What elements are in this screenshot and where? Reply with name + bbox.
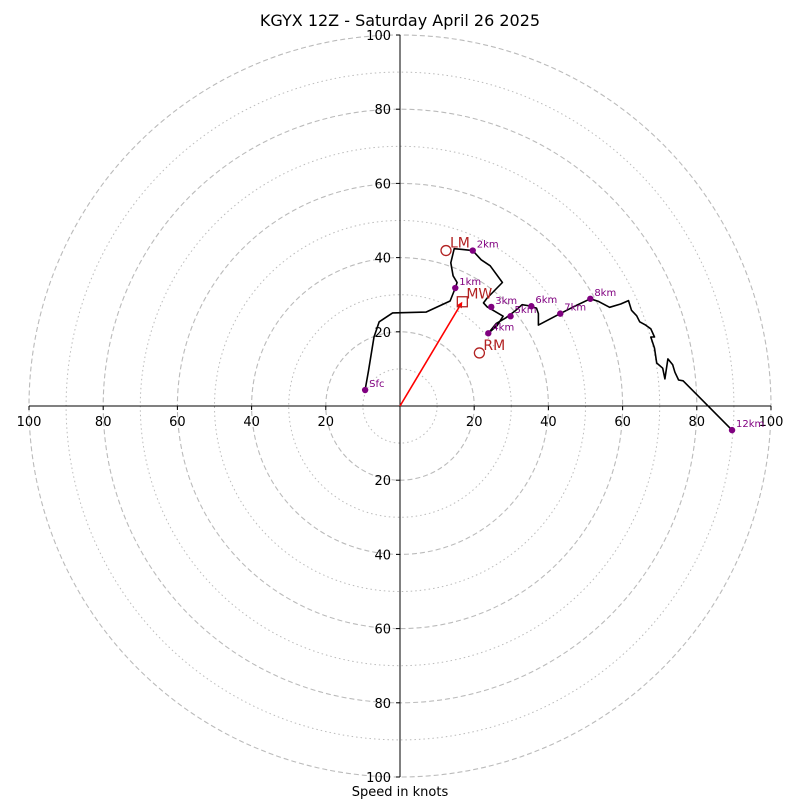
y-tick-label: 20 [374, 326, 391, 341]
height-marker-label: 6km [535, 295, 557, 306]
height-marker-dot [452, 284, 459, 292]
x-tick-label: 80 [95, 415, 112, 430]
x-tick-label: 20 [466, 415, 483, 430]
height-marker-label: 7km [564, 303, 586, 314]
hodograph-trace [364, 247, 733, 431]
y-tick-label: 20 [374, 474, 391, 489]
height-marker-label: 2km [477, 240, 499, 251]
x-tick-label: 40 [243, 415, 260, 430]
y-tick-label: 100 [366, 771, 391, 786]
height-marker-label: 3km [495, 296, 517, 307]
height-marker-dot [488, 303, 495, 311]
y-tick-label: 40 [374, 252, 391, 267]
x-tick-label: 40 [540, 415, 557, 430]
storm-motion-circle-marker [473, 347, 486, 359]
x-tick-label: 20 [318, 415, 335, 430]
hodograph-trace-group [364, 247, 733, 431]
x-tick-label: 60 [614, 415, 631, 430]
x-axis-label: Speed in knots [352, 785, 449, 800]
height-marker-dot [485, 330, 492, 337]
y-tick-label: 60 [374, 623, 391, 638]
y-tick-label: 40 [374, 548, 391, 563]
y-tick-label: 60 [374, 177, 391, 192]
height-marker-dot [469, 247, 476, 254]
height-marker-label: 12km [736, 419, 764, 430]
height-marker-dot [728, 426, 736, 434]
x-tick-label: 60 [169, 415, 186, 430]
storm-motion-circle-marker [440, 244, 452, 257]
storm-motion-label: RM [483, 338, 505, 354]
x-tick-label: 100 [17, 415, 42, 430]
storm-motion-group: LM MW RM [440, 236, 505, 359]
height-marker-label: 8km [594, 288, 616, 299]
chart-title: KGYX 12Z - Saturday April 26 2025 [260, 11, 540, 30]
y-tick-label: 80 [374, 697, 391, 712]
mean-wind-vector-group [399, 301, 463, 407]
height-marker-dot [361, 386, 369, 394]
y-tick-label: 80 [374, 103, 391, 118]
storm-motion-label: MW [466, 287, 492, 303]
x-tick-label: 80 [689, 415, 706, 430]
height-marker-dot [587, 295, 594, 302]
height-marker-dot [507, 313, 514, 320]
x-tick-labels: 100 80 60 40 20 20 40 60 80 100 [17, 406, 784, 430]
x-tick-label: 100 [759, 415, 784, 430]
height-marker-label: 1km [459, 277, 481, 288]
storm-motion-label: LM [450, 236, 470, 252]
y-tick-label: 100 [366, 29, 391, 44]
height-marker-label: 4km [492, 322, 514, 333]
storm-motion-square-marker [456, 296, 468, 308]
mean-wind-arrow-shaft [399, 306, 460, 407]
height-marker-label: 5km [515, 305, 537, 316]
y-tick-labels: 100 80 60 40 20 20 40 60 80 100 [366, 29, 400, 786]
height-marker-dot [557, 310, 564, 317]
height-marker-dot [528, 303, 535, 310]
height-marker-label: Sfc [369, 379, 384, 390]
